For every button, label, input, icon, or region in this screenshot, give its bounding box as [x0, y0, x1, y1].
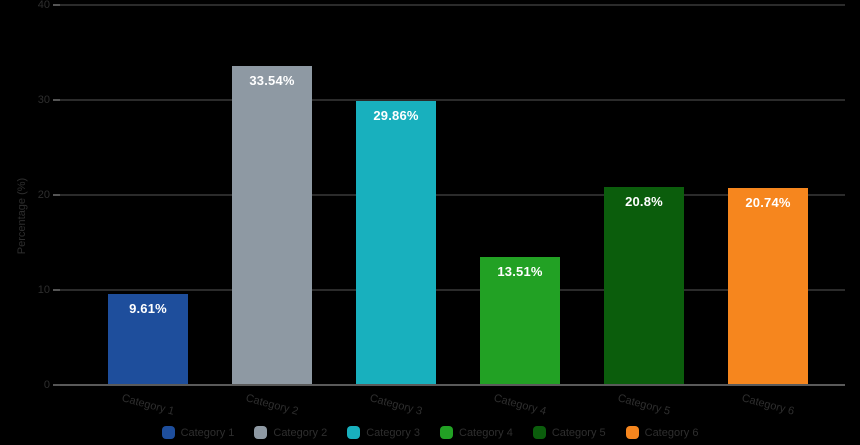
gridline-40: [60, 4, 845, 6]
legend-label: Category 2: [273, 426, 328, 439]
bar-1: 9.61%: [108, 293, 188, 384]
bar-3: 29.86%: [356, 101, 436, 384]
bar-value-label: 20.74%: [745, 194, 791, 210]
bar-value-label: 29.86%: [373, 108, 419, 124]
legend-label: Category 5: [551, 426, 606, 439]
y-tick-mark-10: [53, 289, 60, 291]
bar-6: 20.74%: [728, 187, 808, 384]
y-tick-mark-40: [53, 4, 60, 6]
y-tick-label-30: 30: [37, 94, 50, 106]
gridline-10: [60, 289, 845, 291]
x-tick-label-5: Category 5: [616, 392, 672, 418]
y-tick-label-10: 10: [37, 284, 50, 296]
bar-2: 33.54%: [232, 66, 312, 384]
legend-swatch-icon: [161, 426, 175, 439]
bar-value-label: 9.61%: [129, 300, 167, 316]
y-axis-title: Percentage (%): [16, 177, 28, 255]
gridline-20: [60, 194, 845, 196]
x-tick-label-3: Category 3: [368, 392, 424, 418]
gridline-30: [60, 99, 845, 101]
legend-label: Category 4: [459, 426, 513, 439]
legend-item-2: Category 2: [254, 426, 327, 439]
legend-item-1: Category 1: [161, 426, 235, 439]
y-tick-mark-0: [53, 384, 60, 386]
legend-label: Category 6: [644, 426, 699, 439]
y-tick-mark-20: [53, 194, 60, 196]
legend-item-5: Category 5: [532, 426, 606, 439]
legend-item-4: Category 4: [440, 426, 513, 439]
legend-item-6: Category 6: [625, 426, 699, 439]
legend-swatch-icon: [440, 426, 453, 439]
x-tick-label-6: Category 6: [740, 392, 796, 418]
legend-label: Category 1: [180, 426, 235, 439]
x-tick-label-4: Category 4: [492, 392, 548, 418]
y-tick-mark-30: [53, 99, 60, 101]
bar-4: 13.51%: [480, 256, 560, 384]
legend-swatch-icon: [532, 426, 546, 439]
y-tick-label-0: 0: [43, 379, 50, 391]
bar-value-label: 13.51%: [497, 263, 543, 279]
bar-5: 20.8%: [604, 187, 684, 384]
legend-swatch-icon: [625, 426, 639, 439]
x-tick-label-2: Category 2: [244, 392, 300, 418]
legend-label: Category 3: [366, 426, 420, 439]
x-axis-line: [60, 384, 845, 386]
legend-swatch-icon: [254, 426, 268, 439]
bar-value-label: 33.54%: [249, 73, 295, 89]
x-tick-label-1: Category 1: [120, 392, 176, 418]
y-tick-label-20: 20: [37, 189, 50, 201]
legend-swatch-icon: [347, 426, 361, 439]
y-tick-label-40: 40: [37, 0, 50, 11]
bar-value-label: 20.8%: [625, 194, 663, 210]
legend-item-3: Category 3: [347, 426, 420, 439]
legend: Category 1 Category 2 Category 3 Category 4…: [0, 426, 860, 439]
